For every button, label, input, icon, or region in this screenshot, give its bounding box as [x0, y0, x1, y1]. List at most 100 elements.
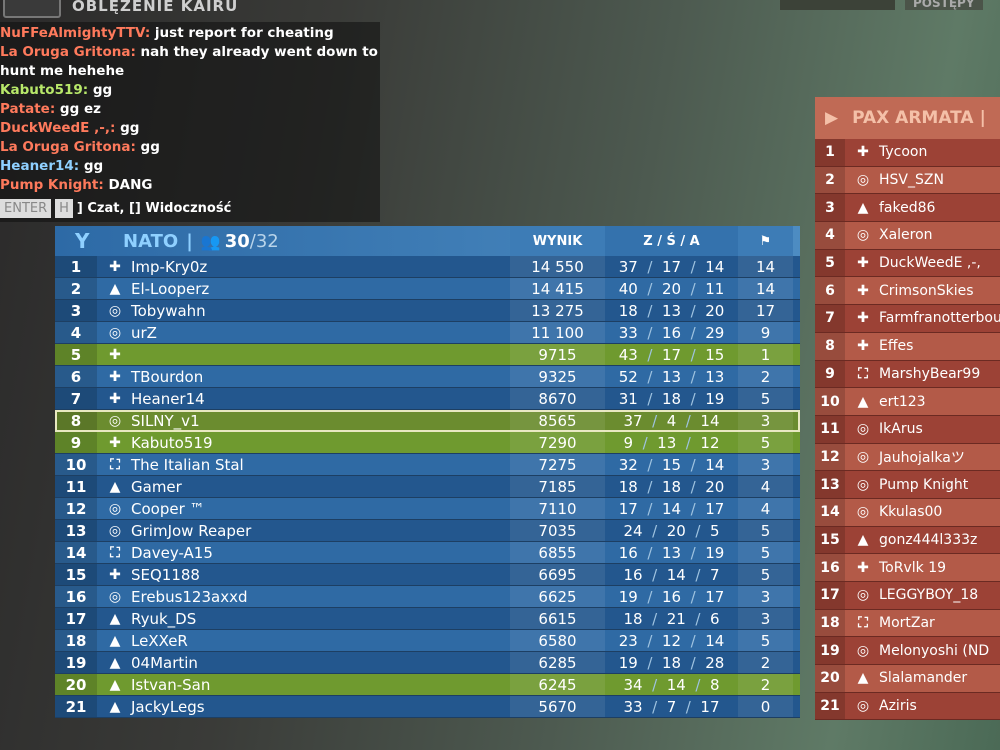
chat-message: hunt me hehehe [0, 62, 380, 81]
table-row[interactable]: 5 ✚ 9715 43 / 17 / 15 1 [55, 344, 800, 366]
table-row[interactable]: 7 ✚ Heaner14 8670 31 / 18 / 19 5 [55, 388, 800, 410]
pax-armata-scoreboard: ▶ PAX ARMATA | 1 ✚ Tycoon 2 ◎ HSV_SZN 3 ▲ faked8… [815, 97, 1000, 721]
table-row[interactable]: 12 ◎ Cooper ™ 7110 17 / 14 / 17 4 [55, 498, 800, 520]
table-row[interactable]: 6 ✚ CrimsonSkies [815, 277, 1000, 306]
flags: 4 [738, 498, 793, 519]
table-row[interactable]: 8 ✚ Effes [815, 332, 1000, 361]
kills: 19 [618, 587, 638, 606]
player-name: HSV_SZN [879, 172, 944, 189]
flags: 14 [738, 256, 793, 277]
table-row[interactable]: 6 ✚ TBourdon 9325 52 / 13 / 13 2 [55, 366, 800, 388]
table-row[interactable]: 12 ◎ Jauhojalkaツ [815, 443, 1000, 472]
table-row[interactable]: 16 ◎ Erebus123axxd 6625 19 / 16 / 17 3 [55, 586, 800, 608]
players-icon: 👥 [200, 231, 221, 251]
assists: 17 [705, 587, 725, 606]
chat-text: gg [88, 82, 113, 98]
table-row[interactable]: 2 ▲ El-Looperz 14 415 40 / 20 / 11 14 [55, 278, 800, 300]
chat-text: gg [135, 139, 160, 155]
flags: 3 [738, 608, 793, 629]
table-row[interactable]: 13 ◎ Pump Knight [815, 471, 1000, 499]
team-name: NATO [123, 230, 179, 252]
score-column-header[interactable]: WYNIK [510, 226, 605, 256]
plus-class-icon: ✚ [109, 434, 121, 451]
flag-icon[interactable]: ⚑ [738, 226, 793, 256]
table-row[interactable]: 14 ◎ Kkulas00 [815, 498, 1000, 527]
table-row[interactable]: 9 ⛶ MarshyBear99 [815, 360, 1000, 389]
deaths: 16 [661, 323, 682, 342]
flags: 5 [738, 564, 793, 585]
table-row[interactable]: 4 ◎ Xaleron [815, 222, 1000, 250]
table-row[interactable]: 19 ▲ 04Martin 6285 19 / 18 / 28 2 [55, 652, 800, 674]
score: 6615 [510, 608, 605, 629]
table-row[interactable]: 8 ◎ SILNY_v1 8565 37 / 4 / 14 3 [55, 410, 800, 432]
table-row[interactable]: 15 ▲ gonz444l333z [815, 526, 1000, 555]
table-row[interactable]: 21 ◎ Aziris [815, 692, 1000, 721]
table-row[interactable]: 3 ◎ Tobywahn 13 275 18 / 13 / 20 17 [55, 300, 800, 322]
table-row[interactable]: 2 ◎ HSV_SZN [815, 166, 1000, 195]
kda-column-header[interactable]: Z / Ś / A [605, 226, 738, 256]
table-row[interactable]: 20 ▲ Slalamander [815, 665, 1000, 693]
rank: 14 [55, 542, 97, 563]
table-row[interactable]: 14 ⛶ Davey-A15 6855 16 / 13 / 19 5 [55, 542, 800, 564]
player-name: El-Looperz [131, 279, 210, 298]
rank: 3 [55, 300, 97, 321]
assists: 20 [705, 301, 725, 320]
slash: / [676, 697, 701, 716]
rank: 10 [815, 388, 845, 415]
table-row[interactable]: 18 ⛶ MortZar [815, 609, 1000, 638]
player-name: Istvan-San [131, 675, 211, 694]
tab-scoreboard[interactable] [780, 0, 895, 10]
table-row[interactable]: 10 ▲ ert123 [815, 388, 1000, 416]
table-row[interactable]: 3 ▲ faked86 [815, 194, 1000, 223]
table-row[interactable]: 21 ▲ JackyLegs 5670 33 / 7 / 17 0 [55, 696, 800, 718]
player-name: Pump Knight [879, 476, 969, 493]
table-row[interactable]: 1 ✚ Tycoon [815, 139, 1000, 167]
rank: 17 [55, 608, 97, 629]
slash: / [676, 411, 701, 430]
player-name: Cooper ™ [131, 499, 205, 518]
chat-message: La Oruga Gritona: nah they already went … [0, 43, 380, 62]
flags: 2 [738, 674, 793, 695]
chat-user: Patate: [0, 101, 56, 117]
table-row[interactable]: 9 ✚ Kabuto519 7290 9 / 13 / 12 5 [55, 432, 800, 454]
rank: 6 [815, 277, 845, 305]
deaths: 13 [661, 301, 682, 320]
slash: / [681, 389, 706, 408]
table-row[interactable]: 10 ⛶ The Italian Stal 7275 32 / 15 / 14 3 [55, 454, 800, 476]
table-row[interactable]: 5 ✚ DuckWeedE ,-, [815, 249, 1000, 278]
player-max-slash: / [249, 230, 256, 252]
rank: 8 [55, 410, 97, 431]
table-row[interactable]: 11 ▲ Gamer 7185 18 / 18 / 20 4 [55, 476, 800, 498]
table-row[interactable]: 16 ✚ ToRvlk 19 [815, 554, 1000, 582]
flags: 4 [738, 476, 793, 497]
score: 9715 [510, 344, 605, 365]
h-key: H [55, 199, 73, 218]
chat-text: gg [79, 158, 104, 174]
rank: 10 [55, 454, 97, 475]
table-row[interactable]: 19 ◎ Melonyoshi (ND [815, 637, 1000, 666]
table-row[interactable]: 4 ◎ urZ 11 100 33 / 16 / 29 9 [55, 322, 800, 344]
player-name: SILNY_v1 [131, 411, 200, 430]
kills: 16 [618, 543, 638, 562]
tab-progress[interactable]: POSTĘPY [905, 0, 983, 10]
slash: / [637, 301, 662, 320]
rank: 2 [815, 166, 845, 194]
table-row[interactable]: 1 ✚ Imp-Kry0z 14 550 37 / 17 / 14 14 [55, 256, 800, 278]
table-row[interactable]: 17 ◎ LEGGYBOY_18 [815, 582, 1000, 610]
slash: / [685, 521, 710, 540]
plus-class-icon: ✚ [857, 338, 869, 355]
table-row[interactable]: 18 ▲ LeXXeR 6580 23 / 12 / 14 5 [55, 630, 800, 652]
deaths: 13 [657, 433, 677, 452]
kills: 17 [618, 499, 638, 518]
rank: 15 [55, 564, 97, 585]
triangle-class-icon: ▲ [109, 280, 121, 297]
table-row[interactable]: 11 ◎ IkArus [815, 415, 1000, 444]
table-row[interactable]: 7 ✚ Farmfranotterbou [815, 305, 1000, 333]
player-name: GrimJow Reaper [131, 521, 252, 540]
rank: 7 [815, 305, 845, 332]
score: 14 550 [510, 256, 605, 277]
